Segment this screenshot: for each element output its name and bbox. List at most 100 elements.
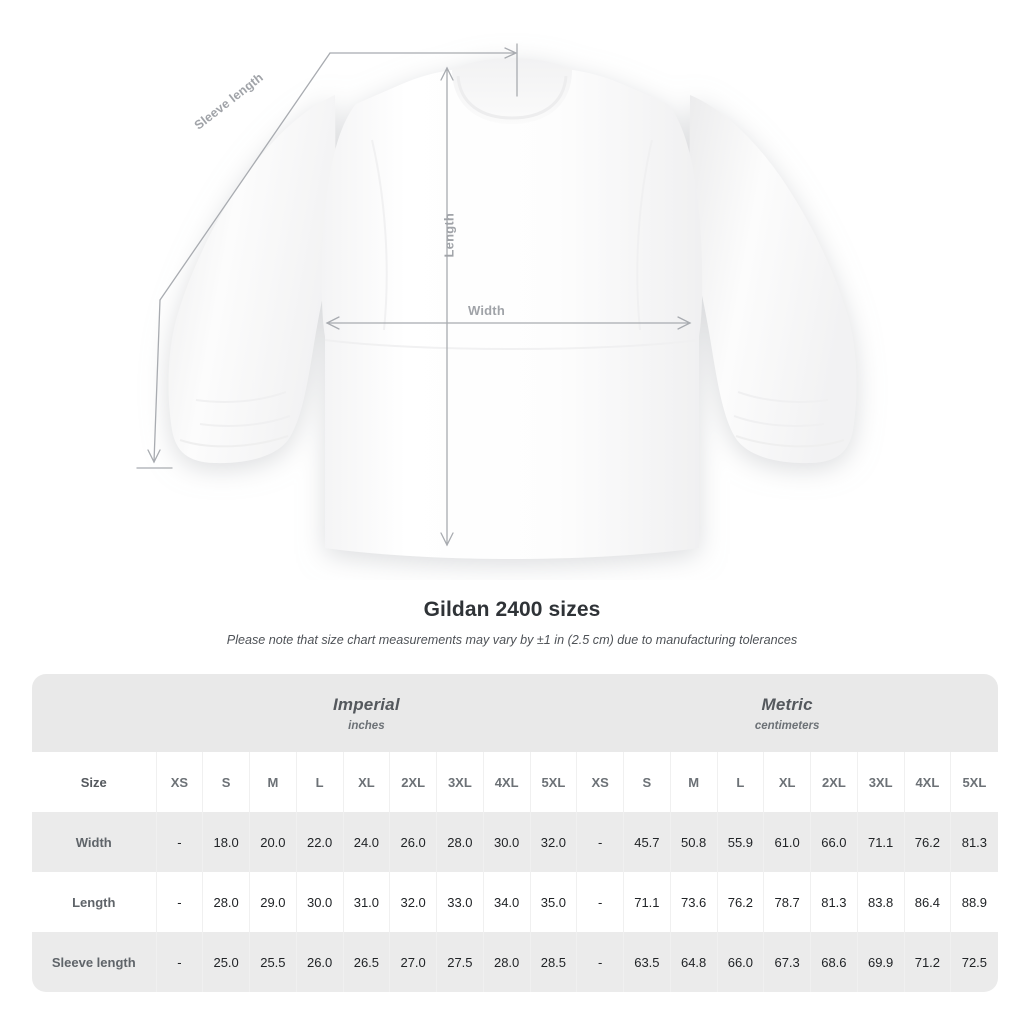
cell-sleeve-metric-2xl: 68.6 xyxy=(810,932,858,992)
tolerance-note: Please note that size chart measurements… xyxy=(226,633,798,647)
cell-length-imperial-2xl: 32.0 xyxy=(389,872,437,932)
cell-length-imperial-5xl: 35.0 xyxy=(530,872,578,932)
cell-width-imperial-xs: - xyxy=(156,812,204,872)
cell-sleeve-imperial-xs: - xyxy=(156,932,204,992)
unit-group-imperial-name: Imperial xyxy=(332,694,400,714)
cell-length-metric-xl: 78.7 xyxy=(763,872,811,932)
cell-length-imperial-xl: 31.0 xyxy=(343,872,391,932)
size-table: Imperial inches Metric centimeters Size … xyxy=(32,674,998,992)
cell-width-metric-xl: 61.0 xyxy=(763,812,811,872)
cell-sleeve-metric-4xl: 71.2 xyxy=(904,932,952,992)
cell-width-metric-l: 55.9 xyxy=(717,812,765,872)
size-header-metric-4xl: 4XL xyxy=(904,752,952,812)
row-label-sleeve-length: Sleeve length xyxy=(32,932,157,992)
cell-sleeve-metric-3xl: 69.9 xyxy=(857,932,905,992)
cuffs xyxy=(179,435,845,448)
cell-width-imperial-l: 22.0 xyxy=(296,812,344,872)
unit-group-imperial-units: inches xyxy=(348,719,385,732)
size-header-imperial-3xl: 3XL xyxy=(436,752,484,812)
garment-illustration: Sleeve length Length Width xyxy=(136,43,857,559)
unit-group-imperial: Imperial inches xyxy=(156,674,577,752)
size-header-imperial-m: M xyxy=(249,752,297,812)
page-title: Gildan 2400 sizes xyxy=(423,598,601,621)
length-dimension-label: Length xyxy=(441,212,457,258)
cell-width-imperial-m: 20.0 xyxy=(249,812,297,872)
width-dimension-label: Width xyxy=(468,303,505,318)
cell-sleeve-metric-s: 63.5 xyxy=(623,932,671,992)
cell-sleeve-imperial-2xl: 27.0 xyxy=(389,932,437,992)
cell-length-imperial-4xl: 34.0 xyxy=(483,872,531,932)
size-header-imperial-2xl: 2XL xyxy=(389,752,437,812)
cell-sleeve-imperial-s: 25.0 xyxy=(202,932,250,992)
unit-group-metric-name: Metric xyxy=(761,694,813,714)
cell-sleeve-metric-l: 66.0 xyxy=(717,932,765,992)
table-row-sleeve-length: Sleeve length - 25.0 25.5 26.0 26.5 27.0… xyxy=(32,932,998,992)
cell-length-metric-4xl: 86.4 xyxy=(904,872,952,932)
cell-width-metric-s: 45.7 xyxy=(623,812,671,872)
cell-width-imperial-s: 18.0 xyxy=(202,812,250,872)
size-header-imperial-xs: XS xyxy=(156,752,204,812)
size-table-wrapper: Imperial inches Metric centimeters Size … xyxy=(32,674,998,992)
table-row-width: Width - 18.0 20.0 22.0 24.0 26.0 28.0 30… xyxy=(32,812,998,872)
measurement-lines xyxy=(136,43,692,547)
fabric-folds xyxy=(195,139,829,427)
size-header-imperial-l: L xyxy=(296,752,344,812)
unit-header-spacer xyxy=(32,674,156,752)
cell-length-metric-5xl: 88.9 xyxy=(950,872,998,932)
cell-length-metric-3xl: 83.8 xyxy=(857,872,905,932)
cell-length-imperial-xs: - xyxy=(156,872,204,932)
cell-width-metric-4xl: 76.2 xyxy=(904,812,952,872)
cell-sleeve-metric-5xl: 72.5 xyxy=(950,932,998,992)
size-header-metric-xl: XL xyxy=(763,752,811,812)
cell-width-imperial-2xl: 26.0 xyxy=(389,812,437,872)
row-label-length: Length xyxy=(32,872,157,932)
shirt-shape xyxy=(168,58,857,559)
cell-sleeve-metric-xs: - xyxy=(576,932,624,992)
cell-width-metric-xs: - xyxy=(576,812,624,872)
size-header-metric-m: M xyxy=(670,752,718,812)
cell-length-metric-l: 76.2 xyxy=(717,872,765,932)
size-header-imperial-xl: XL xyxy=(343,752,391,812)
cell-length-metric-m: 73.6 xyxy=(670,872,718,932)
size-header-metric-xs: XS xyxy=(576,752,624,812)
cell-width-imperial-4xl: 30.0 xyxy=(483,812,531,872)
unit-group-metric: Metric centimeters xyxy=(576,674,998,752)
cell-width-metric-3xl: 71.1 xyxy=(857,812,905,872)
cell-sleeve-imperial-m: 25.5 xyxy=(249,932,297,992)
row-label-width: Width xyxy=(32,812,157,872)
cell-width-imperial-xl: 24.0 xyxy=(343,812,391,872)
cell-length-metric-xs: - xyxy=(576,872,624,932)
size-header-metric-3xl: 3XL xyxy=(857,752,905,812)
cell-length-imperial-s: 28.0 xyxy=(202,872,250,932)
cell-sleeve-imperial-4xl: 28.0 xyxy=(483,932,531,992)
size-header-metric-5xl: 5XL xyxy=(950,752,998,812)
size-header-metric-l: L xyxy=(717,752,765,812)
size-header-metric-s: S xyxy=(623,752,671,812)
cell-sleeve-imperial-l: 26.0 xyxy=(296,932,344,992)
size-header-imperial-5xl: 5XL xyxy=(530,752,578,812)
size-header-row: Size XS S M L XL 2XL 3XL 4XL 5XL XS S M … xyxy=(32,752,998,812)
cell-sleeve-imperial-xl: 26.5 xyxy=(343,932,391,992)
cell-width-metric-2xl: 66.0 xyxy=(810,812,858,872)
size-header-imperial-4xl: 4XL xyxy=(483,752,531,812)
cell-length-imperial-l: 30.0 xyxy=(296,872,344,932)
cell-sleeve-imperial-5xl: 28.5 xyxy=(530,932,578,992)
cell-length-imperial-m: 29.0 xyxy=(249,872,297,932)
cell-sleeve-metric-xl: 67.3 xyxy=(763,932,811,992)
size-header-label: Size xyxy=(32,752,157,812)
cell-width-metric-5xl: 81.3 xyxy=(950,812,998,872)
size-header-imperial-s: S xyxy=(202,752,250,812)
cell-length-imperial-3xl: 33.0 xyxy=(436,872,484,932)
cell-sleeve-metric-m: 64.8 xyxy=(670,932,718,992)
unit-header-row: Imperial inches Metric centimeters xyxy=(32,674,998,752)
chart-heading: Gildan 2400 sizes Please note that size … xyxy=(0,598,1024,647)
cell-width-imperial-3xl: 28.0 xyxy=(436,812,484,872)
cell-width-imperial-5xl: 32.0 xyxy=(530,812,578,872)
cell-width-metric-m: 50.8 xyxy=(670,812,718,872)
cell-length-metric-s: 71.1 xyxy=(623,872,671,932)
unit-group-metric-units: centimeters xyxy=(754,719,820,732)
cell-length-metric-2xl: 81.3 xyxy=(810,872,858,932)
table-row-length: Length - 28.0 29.0 30.0 31.0 32.0 33.0 3… xyxy=(32,872,998,932)
cell-sleeve-imperial-3xl: 27.5 xyxy=(436,932,484,992)
